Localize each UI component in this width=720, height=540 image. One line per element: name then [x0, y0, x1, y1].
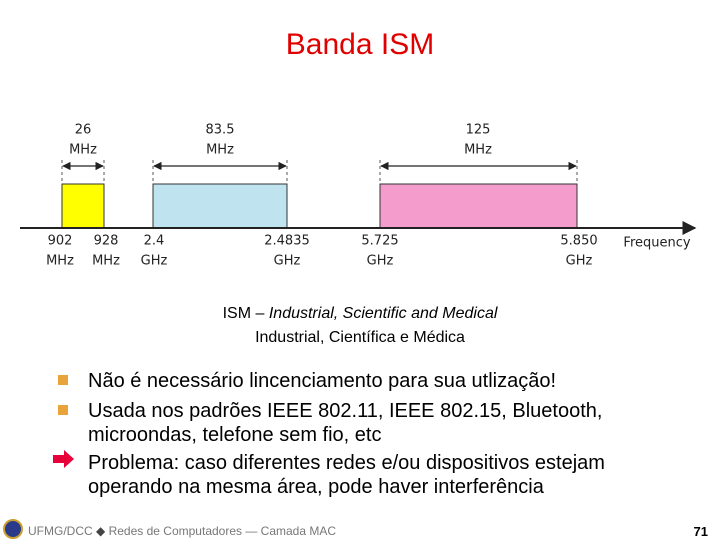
caption-english: Industrial, Scientific and Medical: [268, 305, 498, 322]
band-width: MHz: [206, 143, 234, 158]
footer-institution: UFMG/DCC: [28, 524, 93, 538]
footer-course: Redes de Computadores — Camada MAC: [108, 524, 337, 538]
page-number: 71: [693, 524, 708, 539]
bullet: Usada nos padrões IEEE 802.11, IEEE 802.…: [88, 400, 603, 446]
freq-label: GHz: [274, 254, 301, 269]
freq-label: MHz: [92, 254, 120, 269]
bullet-markers: [53, 375, 74, 468]
footer-separator: ◆: [96, 524, 106, 538]
band: [152, 183, 288, 229]
freq-label: 5.725: [361, 234, 398, 249]
freq-label: MHz: [46, 254, 74, 269]
band-width: MHz: [464, 143, 492, 158]
band-width: 26: [75, 123, 92, 138]
caption-prefix: ISM –: [222, 305, 265, 322]
freq-label: 5.850: [560, 234, 597, 249]
band-width: 83.5: [206, 123, 235, 138]
caption-portuguese: Industrial, Científica e Médica: [255, 329, 465, 346]
title: Banda ISM: [285, 28, 435, 61]
freq-label: GHz: [566, 254, 593, 269]
edge-lines: [61, 160, 578, 184]
freq-label: 2.4835: [264, 234, 310, 249]
band: [379, 183, 578, 229]
logo: [3, 519, 23, 539]
axis-label: Frequency: [623, 236, 690, 251]
freq-label: 902: [48, 234, 73, 249]
footer: UFMG/DCC ◆ Redes de Computadores — Camad…: [28, 524, 336, 538]
bullet-arrow: [53, 450, 74, 468]
bullet-square: [58, 375, 68, 385]
band-width: MHz: [69, 143, 97, 158]
bullet-square: [58, 405, 68, 415]
freq-label: 928: [94, 234, 119, 249]
band: [61, 183, 105, 229]
band-diagram: 26 MHz 83.5 MHz 125 MHz 902 MHz 928 MHz …: [20, 123, 697, 269]
freq-label: GHz: [367, 254, 394, 269]
band-width: 125: [466, 123, 491, 138]
bullet: Problema: caso diferentes redes e/ou dis…: [88, 452, 605, 498]
freq-label: 2.4: [144, 234, 165, 249]
caption: ISM – Industrial, Scientific and Medical: [0, 305, 720, 323]
bullet: Não é necessário lincenciamento para sua…: [88, 370, 557, 392]
freq-label: GHz: [141, 254, 168, 269]
